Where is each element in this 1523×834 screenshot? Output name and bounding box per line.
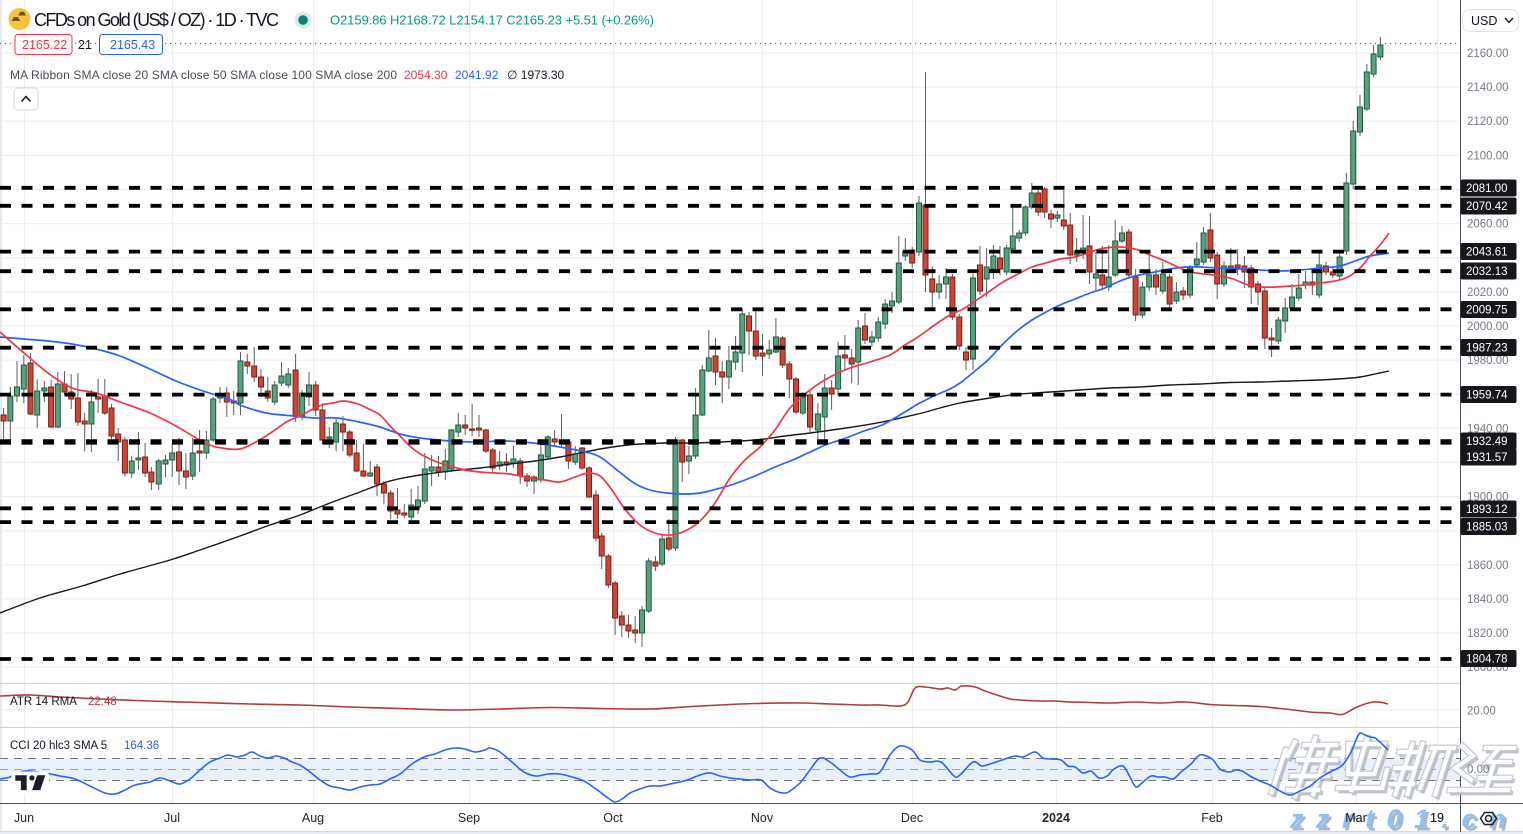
- svg-text:19: 19: [1430, 811, 1444, 825]
- svg-text:1940.00: 1940.00: [1467, 423, 1509, 435]
- svg-text:CCI 20 hlc3 SMA 5: CCI 20 hlc3 SMA 5: [10, 740, 107, 752]
- svg-text:2081.00: 2081.00: [1466, 183, 1508, 195]
- svg-text:2100.00: 2100.00: [1467, 150, 1509, 162]
- svg-text:∅ 1973.30: ∅ 1973.30: [507, 68, 564, 82]
- svg-text:1987.23: 1987.23: [1466, 343, 1508, 355]
- svg-text:Sep: Sep: [458, 811, 480, 825]
- svg-text:2160.00: 2160.00: [1467, 48, 1509, 60]
- svg-text:Dec: Dec: [901, 811, 923, 825]
- svg-text:Jul: Jul: [164, 811, 180, 825]
- svg-text:USD: USD: [1471, 14, 1497, 28]
- svg-text:19: 19: [1430, 811, 1444, 825]
- svg-text:Mar: Mar: [1345, 811, 1367, 825]
- svg-text:Aug: Aug: [302, 811, 324, 825]
- svg-text:2024: 2024: [1042, 811, 1070, 825]
- svg-text:2140.00: 2140.00: [1467, 82, 1509, 94]
- svg-text:2000.00: 2000.00: [1467, 321, 1509, 333]
- svg-text:21: 21: [78, 38, 92, 52]
- svg-text:164.36: 164.36: [124, 740, 159, 752]
- svg-text:2020.00: 2020.00: [1467, 287, 1509, 299]
- svg-text:2165.43: 2165.43: [110, 38, 155, 52]
- svg-text:1840.00: 1840.00: [1467, 594, 1509, 606]
- svg-text:1959.74: 1959.74: [1466, 390, 1508, 402]
- svg-text:2041.92: 2041.92: [455, 68, 499, 82]
- svg-text:2165.22: 2165.22: [22, 38, 67, 52]
- svg-text:1885.03: 1885.03: [1466, 522, 1508, 534]
- svg-text:CFDs on Gold (US$ / OZ) · 1D ·: CFDs on Gold (US$ / OZ) · 1D · TVC: [34, 10, 279, 30]
- svg-text:1804.78: 1804.78: [1466, 654, 1508, 666]
- svg-text:2120.00: 2120.00: [1467, 116, 1509, 128]
- svg-text:20.00: 20.00: [1467, 706, 1496, 718]
- svg-text:1980.00: 1980.00: [1467, 355, 1509, 367]
- svg-text:1820.00: 1820.00: [1467, 628, 1509, 640]
- svg-text:2009.75: 2009.75: [1466, 305, 1508, 317]
- svg-text:2054.30: 2054.30: [404, 68, 448, 82]
- svg-text:MA Ribbon SMA close 20 SMA clo: MA Ribbon SMA close 20 SMA close 50 SMA …: [10, 68, 397, 82]
- svg-text:1932.49: 1932.49: [1466, 436, 1508, 448]
- svg-text:2032.13: 2032.13: [1466, 266, 1508, 278]
- svg-text:Nov: Nov: [751, 811, 774, 825]
- svg-text:22.48: 22.48: [88, 696, 117, 708]
- svg-text:2060.00: 2060.00: [1467, 219, 1509, 231]
- svg-text:Oct: Oct: [603, 811, 623, 825]
- svg-text:2070.42: 2070.42: [1466, 201, 1508, 213]
- svg-text:1931.57: 1931.57: [1466, 452, 1508, 464]
- svg-text:zzrt01.cn: zzrt01.cn: [1292, 807, 1521, 834]
- svg-text:O2159.86 H2168.72 L2154.17 C21: O2159.86 H2168.72 L2154.17 C2165.23 +5.5…: [330, 13, 654, 28]
- svg-text:1893.12: 1893.12: [1466, 504, 1508, 516]
- svg-text:Mar: Mar: [1345, 811, 1367, 825]
- svg-text:0.00: 0.00: [1467, 764, 1489, 776]
- svg-text:Jun: Jun: [14, 811, 34, 825]
- svg-text:1860.00: 1860.00: [1467, 560, 1509, 572]
- svg-text:ATR 14 RMA: ATR 14 RMA: [10, 696, 77, 708]
- svg-text:zzrt01.cn: zzrt01.cn: [1289, 804, 1518, 834]
- svg-text:2043.61: 2043.61: [1466, 247, 1508, 259]
- svg-text:Feb: Feb: [1201, 811, 1223, 825]
